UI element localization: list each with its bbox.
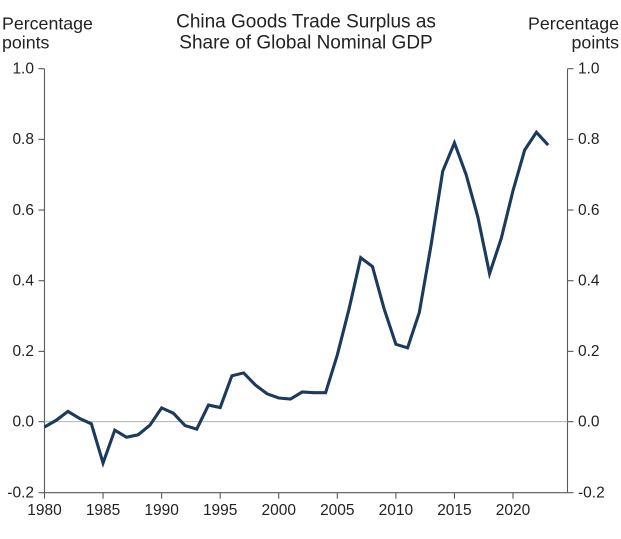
svg-text:1.0: 1.0 <box>12 61 34 78</box>
svg-text:0.4: 0.4 <box>12 273 34 290</box>
svg-text:0.8: 0.8 <box>12 131 34 148</box>
svg-text:2005: 2005 <box>320 502 354 519</box>
svg-text:2020: 2020 <box>496 502 531 519</box>
svg-text:China Goods Trade Surplus as: China Goods Trade Surplus as <box>176 12 436 33</box>
svg-text:0.2: 0.2 <box>578 343 600 360</box>
svg-text:0.2: 0.2 <box>12 343 34 360</box>
svg-text:1985: 1985 <box>86 502 120 519</box>
svg-text:points: points <box>572 33 620 53</box>
svg-text:0.0: 0.0 <box>12 414 34 431</box>
svg-text:0.4: 0.4 <box>578 273 600 290</box>
svg-text:0.6: 0.6 <box>578 202 600 219</box>
svg-text:Percentage: Percentage <box>528 14 619 34</box>
svg-text:0.0: 0.0 <box>578 414 600 431</box>
svg-text:1.0: 1.0 <box>578 61 600 78</box>
svg-text:2010: 2010 <box>379 502 414 519</box>
svg-text:0.6: 0.6 <box>12 202 34 219</box>
svg-text:0.8: 0.8 <box>578 131 600 148</box>
svg-text:1995: 1995 <box>203 502 237 519</box>
svg-text:points: points <box>2 33 50 53</box>
svg-text:-0.2: -0.2 <box>578 485 605 502</box>
svg-text:2000: 2000 <box>262 502 297 519</box>
svg-text:2015: 2015 <box>437 502 471 519</box>
svg-text:1990: 1990 <box>144 502 179 519</box>
svg-text:1980: 1980 <box>27 502 62 519</box>
svg-text:Percentage: Percentage <box>2 14 93 34</box>
svg-text:-0.2: -0.2 <box>7 485 34 502</box>
svg-text:Share of Global Nominal GDP: Share of Global Nominal GDP <box>179 33 432 54</box>
